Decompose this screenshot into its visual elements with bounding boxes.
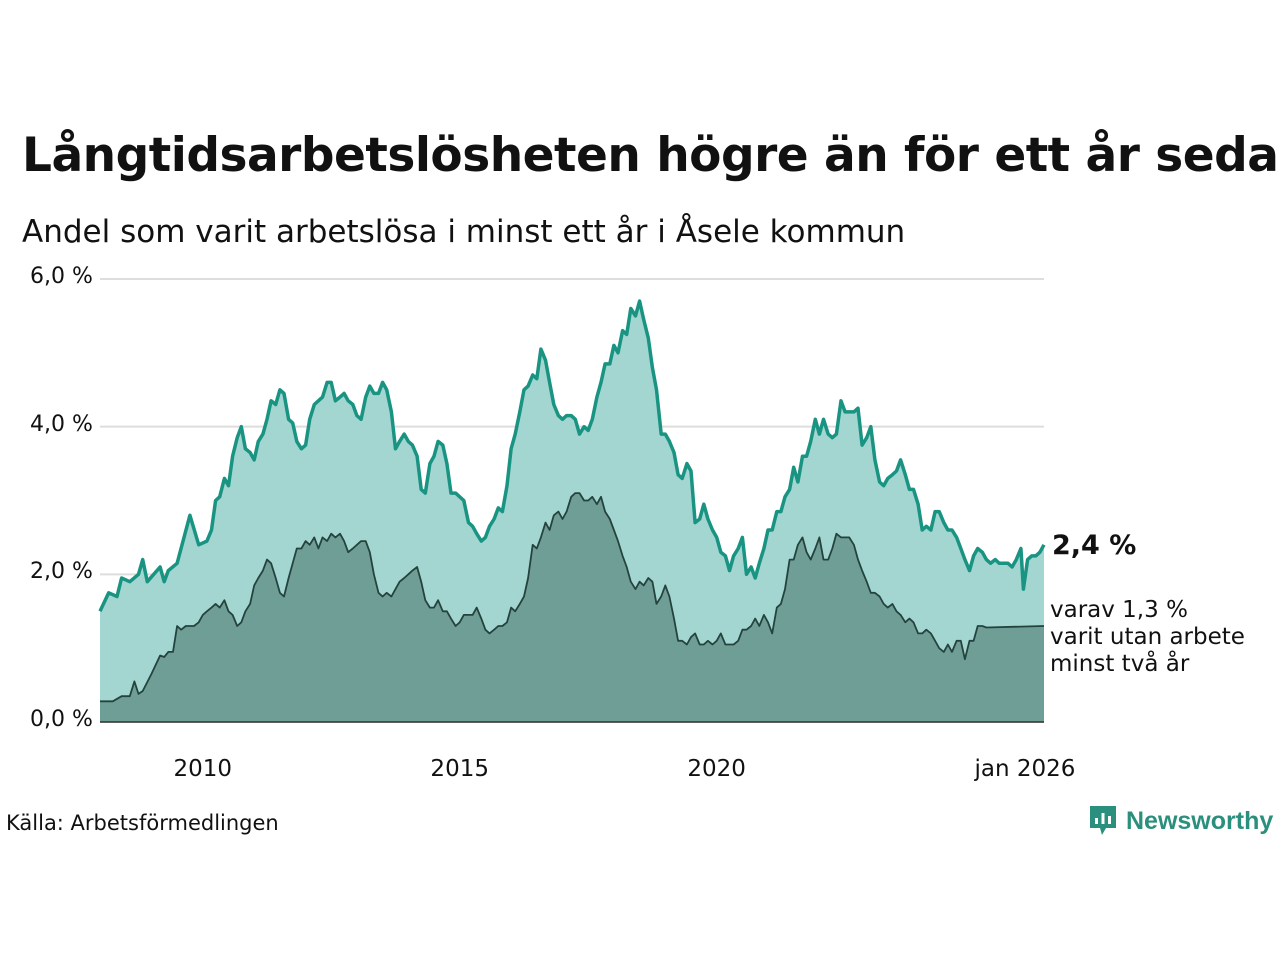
series-line-two-years [100,492,1045,703]
chart-title: Långtidsarbetslösheten högre än för ett … [22,128,1280,183]
y-tick-label: 6,0 % [30,264,93,289]
x-tick-label: 2015 [430,756,489,782]
annotation-line-2: varit utan arbete [1050,624,1245,650]
source-credit: Källa: Arbetsförmedlingen [6,811,279,835]
y-tick-label: 4,0 % [30,411,93,437]
newsworthy-logo[interactable]: Newsworthy [1088,804,1273,838]
brand-name: Newsworthy [1126,806,1274,835]
x-tick-label: 2010 [173,756,233,782]
y-tick-label: 0,0 % [30,707,93,732]
secondary-annotation: varav 1,3 % varit utan arbete minst två … [1050,597,1245,678]
annotation-line-3: minst två år [1050,651,1190,677]
last-value-label: 2,4 % [1052,530,1137,561]
series-line-long-term [98,299,1046,613]
chart-subtitle: Andel som varit arbetslösa i minst ett å… [22,214,906,250]
x-tick-label: 2020 [687,756,746,782]
annotation-line-1: varav 1,3 % [1050,597,1188,623]
x-tick-label: jan 2026 [974,756,1076,782]
newsworthy-logo-icon [1090,806,1116,835]
y-tick-label: 2,0 % [30,559,93,585]
series-area-two-years [100,493,1044,722]
